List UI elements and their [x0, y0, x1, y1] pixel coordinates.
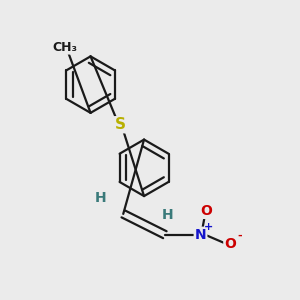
Text: -: - — [237, 231, 242, 241]
Text: N: N — [195, 228, 206, 242]
Text: H: H — [95, 190, 107, 205]
Text: O: O — [200, 204, 212, 218]
Text: CH₃: CH₃ — [53, 41, 78, 54]
Text: H: H — [162, 208, 174, 222]
Text: O: O — [224, 237, 236, 250]
Text: S: S — [115, 117, 126, 132]
Text: +: + — [204, 222, 214, 232]
